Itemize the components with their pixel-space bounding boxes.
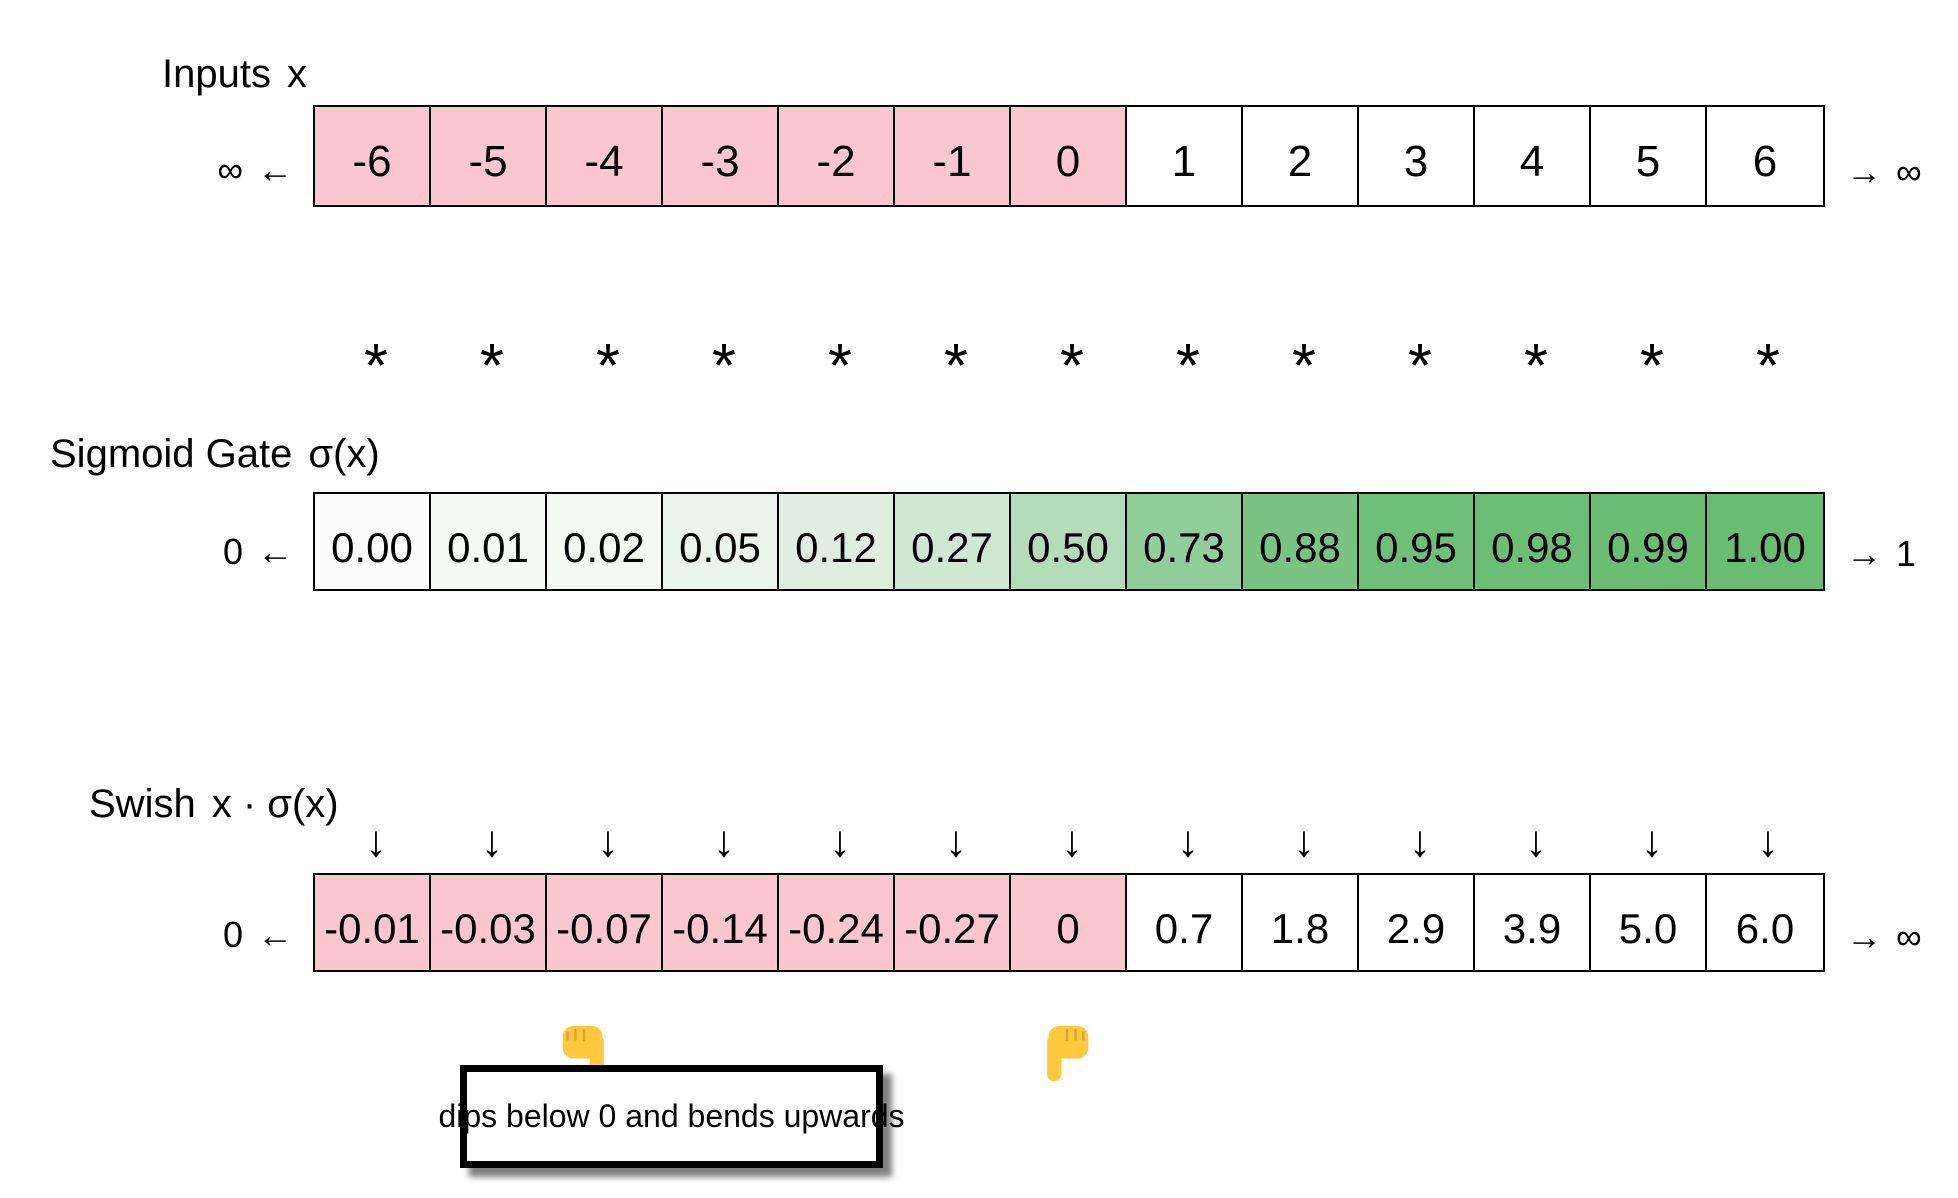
value-cell: 0: [1011, 107, 1127, 205]
value-cell: -0.27: [895, 875, 1011, 970]
sigmoid-left-zero-marker: 0 ←: [222, 531, 295, 572]
value-cell: -0.07: [547, 875, 663, 970]
swish-row-title: Swish x · σ(x): [89, 782, 339, 826]
maps-to-arrow: ↓: [1177, 817, 1199, 866]
inputs-row-title: Inputs x: [162, 52, 307, 96]
value-cell: 0.12: [779, 494, 895, 589]
maps-to-arrow: ↓: [1293, 817, 1315, 866]
swish-cell-row: -0.01 -0.03 -0.07 -0.14 -0.24 -0.27 0 0.7 1.8 2.9…: [313, 873, 1825, 972]
value-cell: 4: [1475, 107, 1591, 205]
maps-to-arrow: ↓: [1641, 817, 1663, 866]
value-cell: 0.01: [431, 494, 547, 589]
multiply-asterisk: *: [479, 332, 505, 401]
swish-right-infinity-marker: → ∞: [1846, 916, 1924, 957]
value-cell: 6: [1707, 107, 1823, 205]
value-cell: 5: [1591, 107, 1707, 205]
multiply-asterisk: *: [595, 332, 621, 401]
multiply-asterisk: *: [827, 332, 853, 401]
value-cell: -2: [779, 107, 895, 205]
maps-to-arrow: ↓: [1409, 817, 1431, 866]
value-cell: 2.9: [1359, 875, 1475, 970]
value-cell: 0.95: [1359, 494, 1475, 589]
value-cell: 6.0: [1707, 875, 1823, 970]
value-cell: 1.00: [1707, 494, 1823, 589]
maps-to-arrow: ↓: [365, 817, 387, 866]
value-cell: 1.8: [1243, 875, 1359, 970]
multiply-asterisk: *: [1639, 332, 1665, 401]
maps-to-arrow: ↓: [597, 817, 619, 866]
swish-left-zero-marker: 0 ←: [222, 914, 295, 955]
maps-to-arrow: ↓: [481, 817, 503, 866]
value-cell: 0.05: [663, 494, 779, 589]
multiply-asterisk: *: [1175, 332, 1201, 401]
value-cell: 3: [1359, 107, 1475, 205]
multiply-asterisk: *: [1407, 332, 1433, 401]
value-cell: -0.24: [779, 875, 895, 970]
swish-formula: x · σ(x): [211, 782, 339, 826]
sigmoid-title-text: Sigmoid Gate: [50, 432, 293, 476]
multiply-asterisk: *: [1059, 332, 1085, 401]
value-cell: -3: [663, 107, 779, 205]
multiply-asterisk: *: [943, 332, 969, 401]
maps-to-arrow: ↓: [945, 817, 967, 866]
inputs-cell-row: -6 -5 -4 -3 -2 -1 0 1 2 3 4 5 6: [313, 105, 1825, 207]
value-cell: 5.0: [1591, 875, 1707, 970]
value-cell: 0.7: [1127, 875, 1243, 970]
value-cell: -0.01: [315, 875, 431, 970]
inputs-formula: x: [286, 52, 307, 96]
maps-to-arrow-row: ↓ ↓ ↓ ↓ ↓ ↓ ↓ ↓ ↓ ↓ ↓ ↓ ↓: [318, 820, 1826, 864]
multiply-asterisk: *: [1291, 332, 1317, 401]
multiply-asterisk: *: [1523, 332, 1549, 401]
value-cell: -0.14: [663, 875, 779, 970]
sigmoid-row-title: Sigmoid Gate σ(x): [50, 432, 380, 476]
inputs-left-infinity-marker: ∞ ←: [217, 149, 295, 190]
multiply-asterisk: *: [363, 332, 389, 401]
sigmoid-formula: σ(x): [308, 432, 380, 476]
multiply-asterisk: *: [711, 332, 737, 401]
pointing-down-finger-icon: [1041, 1016, 1093, 1084]
annotation-callout-box: dips below 0 and bends upwards: [438, 1065, 905, 1168]
inputs-title-text: Inputs: [162, 52, 271, 96]
value-cell: 0.02: [547, 494, 663, 589]
multiply-asterisk-row: * * * * * * * * * * * * *: [318, 336, 1826, 398]
value-cell: 2: [1243, 107, 1359, 205]
value-cell: 0.88: [1243, 494, 1359, 589]
maps-to-arrow: ↓: [829, 817, 851, 866]
annotation-text: dips below 0 and bends upwards: [438, 1098, 905, 1134]
maps-to-arrow: ↓: [713, 817, 735, 866]
value-cell: 3.9: [1475, 875, 1591, 970]
value-cell: -1: [895, 107, 1011, 205]
maps-to-arrow: ↓: [1525, 817, 1547, 866]
multiply-asterisk: *: [1755, 332, 1781, 401]
value-cell: 0.00: [315, 494, 431, 589]
value-cell: -4: [547, 107, 663, 205]
value-cell: 0: [1011, 875, 1127, 970]
value-cell: 0.73: [1127, 494, 1243, 589]
value-cell: 0.98: [1475, 494, 1591, 589]
value-cell: 0.50: [1011, 494, 1127, 589]
swish-title-text: Swish: [89, 782, 196, 826]
inputs-right-infinity-marker: → ∞: [1846, 151, 1924, 192]
sigmoid-right-one-marker: → 1: [1846, 533, 1919, 574]
maps-to-arrow: ↓: [1061, 817, 1083, 866]
value-cell: 0.27: [895, 494, 1011, 589]
value-cell: -5: [431, 107, 547, 205]
value-cell: -6: [315, 107, 431, 205]
sigmoid-cell-row: 0.00 0.01 0.02 0.05 0.12 0.27 0.50 0.73 0.88 0.95…: [313, 492, 1825, 591]
value-cell: 1: [1127, 107, 1243, 205]
value-cell: -0.03: [431, 875, 547, 970]
value-cell: 0.99: [1591, 494, 1707, 589]
maps-to-arrow: ↓: [1757, 817, 1779, 866]
